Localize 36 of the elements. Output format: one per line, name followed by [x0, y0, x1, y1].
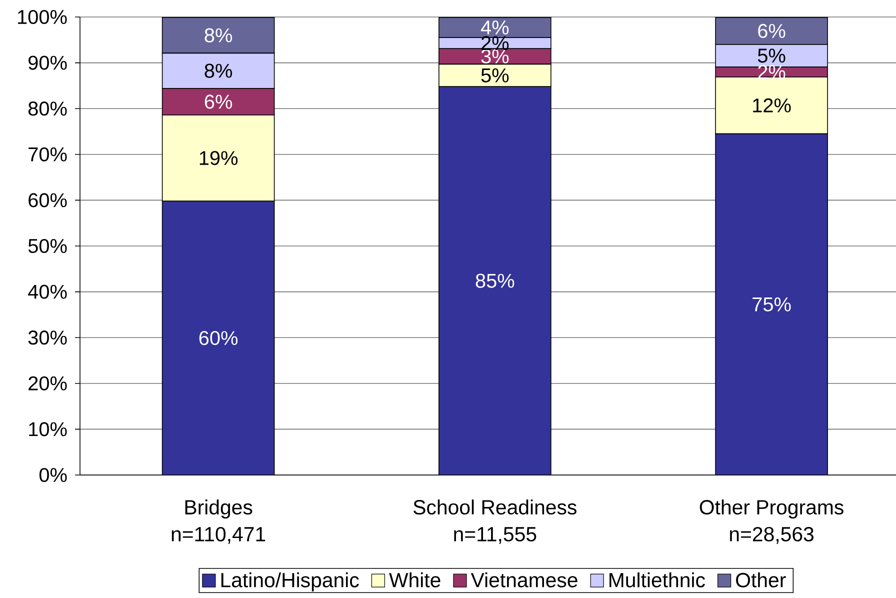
- data-label: 19%: [200, 151, 238, 166]
- x-tick-label: Other Programs n=28,563: [700, 500, 844, 544]
- y-tick-label: 90%: [28, 56, 67, 70]
- y-tick-label: 70%: [28, 147, 67, 162]
- y-tick-label: 80%: [28, 102, 67, 116]
- data-label: 6%: [204, 94, 232, 109]
- y-tick-label: 0%: [39, 468, 67, 482]
- bar: [438, 86, 551, 475]
- bar: [162, 201, 274, 475]
- data-label: 4%: [480, 20, 509, 34]
- data-label: 8%: [204, 64, 232, 78]
- x-tick-label: Bridges n=110,471: [172, 500, 266, 544]
- legend-label: Other: [736, 572, 786, 588]
- data-label: 75%: [752, 297, 791, 312]
- x-tick-label: School Readiness n=11,555: [414, 500, 576, 544]
- y-tick-label: 50%: [28, 238, 67, 254]
- legend-label: Multiethnic: [610, 572, 705, 588]
- y-tick-label: 20%: [28, 376, 67, 390]
- data-label: 60%: [199, 331, 238, 346]
- bar: [715, 133, 828, 475]
- legend-label: Vietnamese: [470, 572, 578, 588]
- y-tick-label: 60%: [28, 193, 67, 208]
- legend-label: Latino/Hispanic: [221, 572, 359, 592]
- data-label: 85%: [476, 274, 514, 288]
- y-tick-label: 40%: [28, 284, 67, 299]
- data-label: 6%: [758, 24, 786, 38]
- data-label: 5%: [481, 68, 509, 82]
- data-label: 8%: [204, 28, 232, 42]
- data-label: 3%: [481, 49, 509, 64]
- data-label: 2%: [758, 64, 786, 79]
- data-label: 12%: [753, 98, 791, 112]
- y-tick-label: 100%: [18, 10, 67, 24]
- legend-label: White: [389, 572, 440, 588]
- y-tick-label: 30%: [28, 330, 67, 345]
- y-tick-label: 10%: [29, 422, 67, 436]
- data-label: 5%: [758, 48, 786, 63]
